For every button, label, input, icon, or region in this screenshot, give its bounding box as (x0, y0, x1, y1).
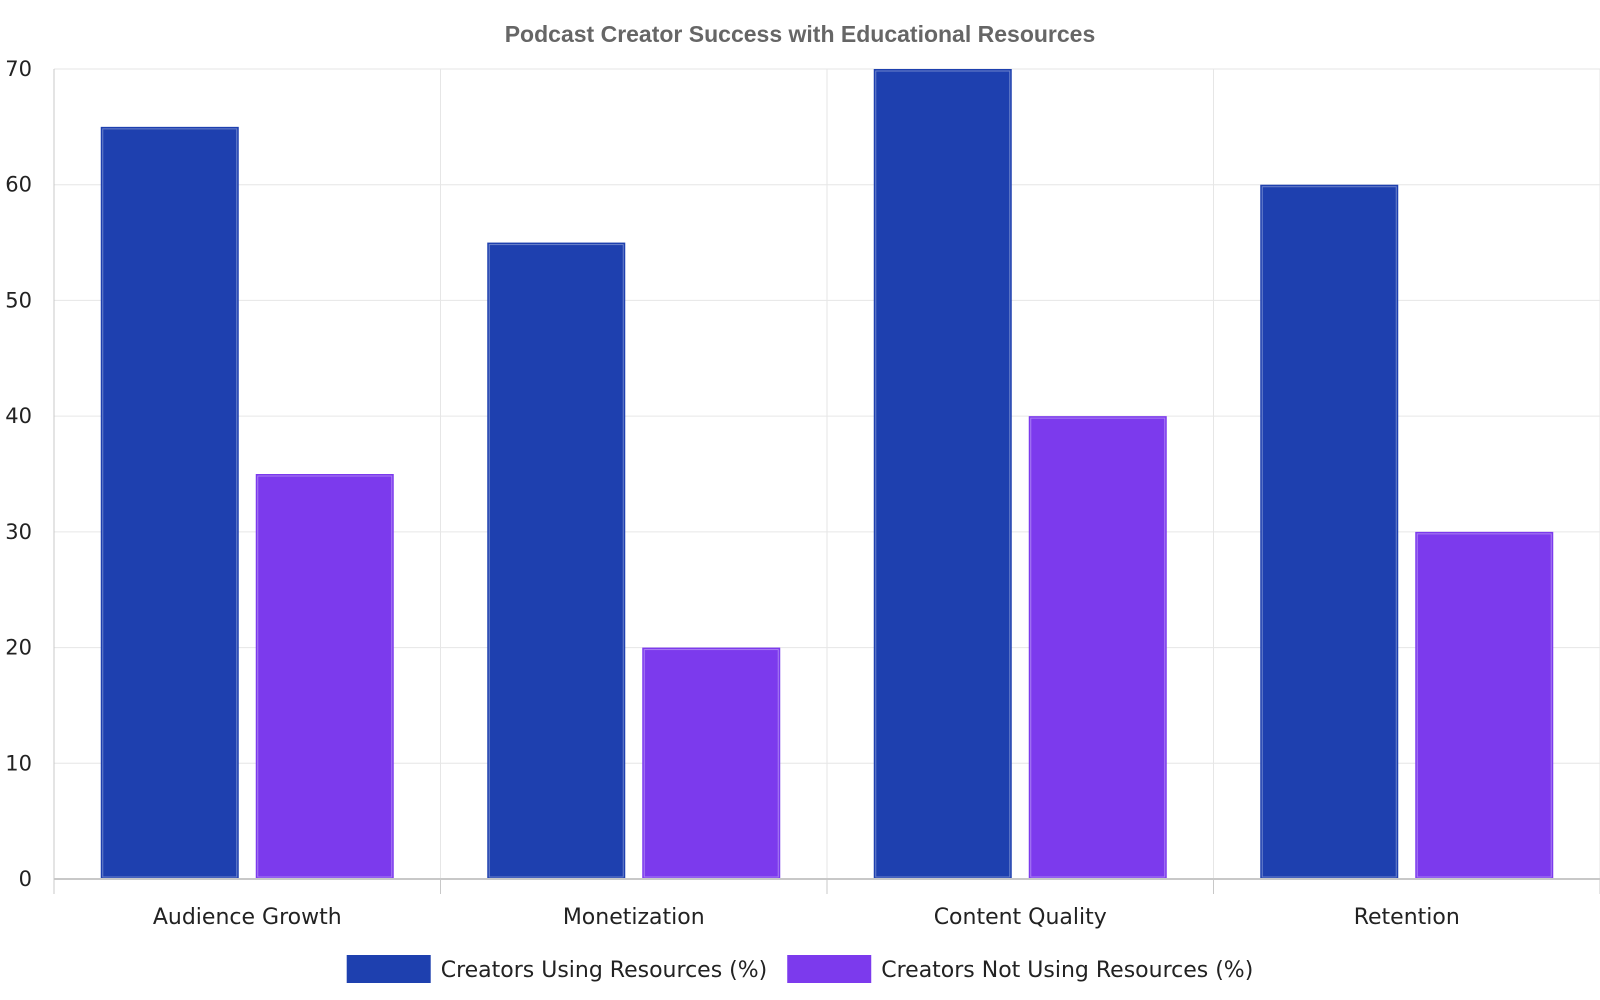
bar-highlight (102, 128, 238, 878)
legend-swatch (787, 955, 872, 983)
y-tick-label: 30 (5, 520, 32, 544)
legend-item: Creators Using Resources (%) (346, 955, 768, 983)
bars (100, 69, 1554, 880)
bar (642, 647, 781, 879)
y-tick-label: 70 (5, 57, 32, 81)
bar-highlight (1030, 417, 1166, 878)
bar (1260, 184, 1399, 879)
x-category-label: Retention (1354, 905, 1460, 930)
chart-title: Podcast Creator Success with Educational… (505, 21, 1096, 47)
x-category-label: Content Quality (934, 905, 1107, 930)
bar (873, 69, 1012, 879)
bar (487, 242, 626, 880)
y-tick-label: 10 (5, 751, 32, 775)
legend-item: Creators Not Using Resources (%) (787, 955, 1253, 983)
x-category-label: Monetization (563, 905, 705, 930)
bar-highlight (257, 475, 393, 878)
legend-label: Creators Using Resources (%) (441, 958, 768, 983)
bar-highlight (488, 244, 624, 878)
bar-highlight (1416, 533, 1552, 878)
legend-swatch (346, 955, 431, 983)
y-tick-label: 50 (5, 288, 32, 312)
y-tick-label: 20 (5, 636, 32, 660)
bar-highlight (1261, 186, 1397, 878)
legend-label: Creators Not Using Resources (%) (881, 958, 1253, 983)
axes (53, 69, 1600, 894)
x-axis-ticks: Audience Growth Monetization Content Quali… (153, 905, 1460, 930)
bar (100, 126, 239, 880)
x-category-label: Audience Growth (153, 905, 342, 930)
y-tick-label: 0 (19, 867, 32, 891)
bar (1028, 416, 1167, 879)
y-axis-ticks: 0 10 20 30 40 50 60 70 (5, 57, 32, 891)
bar-highlight (643, 649, 779, 878)
bar (1415, 531, 1554, 879)
y-tick-label: 40 (5, 404, 32, 428)
bar-highlight (875, 70, 1011, 878)
bar (255, 474, 394, 879)
legend: Creators Using Resources (%) Creators Not… (346, 955, 1253, 983)
y-tick-label: 60 (5, 173, 32, 197)
